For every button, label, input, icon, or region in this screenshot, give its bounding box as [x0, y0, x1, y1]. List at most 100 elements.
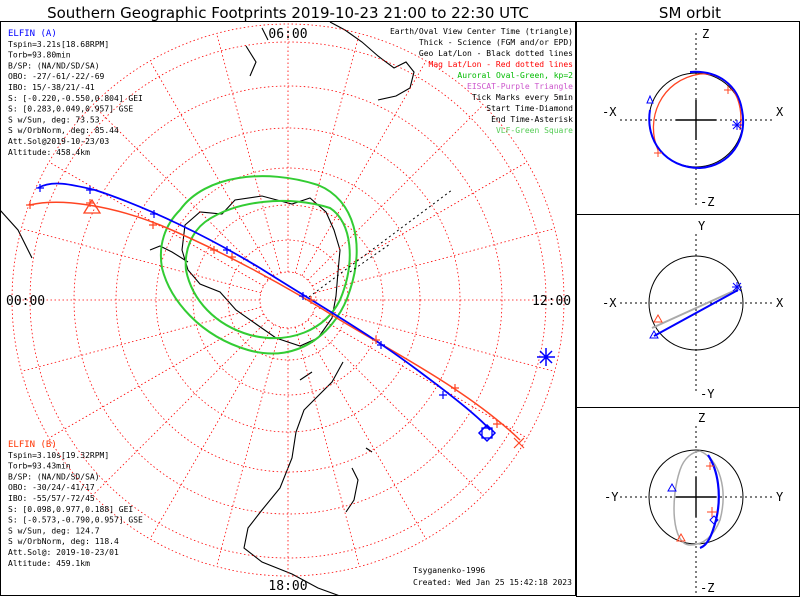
axis-label-left: -X: [602, 296, 617, 310]
mag-lon-line: [301, 60, 427, 276]
legend-item: VLF-Green Square: [496, 126, 573, 135]
mag-lon-line: [216, 33, 282, 274]
elfin-b-tick: [307, 296, 315, 304]
elfin-a-info-line: Altitude: 458.4km: [8, 148, 90, 157]
elfin-b-info-line: B/SP: (NA/ND/SD/SA): [8, 472, 100, 481]
mag-lon-line: [216, 326, 282, 567]
elfin-a-info-line: OBO: -27/-61/-22/-69: [8, 72, 105, 81]
elfin-a-orbit: [648, 70, 745, 170]
legend-item: Start Time-Diamond: [486, 104, 573, 113]
elfin-b-tick: [149, 221, 157, 229]
antarctica-outline: [181, 195, 341, 347]
legend-item: EISCAT-Purple Triangle: [467, 82, 573, 91]
africa-outline: [0, 209, 33, 259]
mag-lon-line: [149, 324, 275, 540]
lt-label-right: 12:00: [532, 294, 571, 309]
elfin-a-orbit: [653, 289, 739, 337]
elfin-b-ticks: [26, 199, 525, 449]
elfin-b-info-line: ELFIN (B): [8, 440, 57, 450]
axis-label-right: Y: [776, 490, 784, 504]
elfin-b-orbit: [652, 73, 742, 151]
elfin-b-info-line: Torb=93.43min: [8, 462, 71, 471]
elfin-a-info-line: S w/OrbNorm, deg: 85.44: [8, 126, 119, 135]
elfin-a-info-line: S: [-0.220,-0.550,0.804] GEI: [8, 94, 143, 103]
mag-lon-line: [149, 60, 275, 276]
model-credit: Tsyganenko-1996: [413, 566, 485, 575]
view-ray-2: [349, 243, 391, 273]
map-legend: Earth/Oval View Center Time (triangle) Th…: [390, 27, 573, 135]
map-frame: [0, 21, 576, 596]
axis-label-bottom: -Y: [700, 387, 715, 401]
elfin-a-tick: [377, 341, 385, 349]
elfin-a-start-square: [481, 427, 493, 439]
land-outlines: [0, 21, 415, 596]
elfin-a-info-line: Tspin=3.21s[18.68RPM]: [8, 40, 109, 49]
elfin-a-tick: [439, 391, 447, 399]
island-outline-1: [345, 467, 359, 513]
elfin-b-orbit: [673, 450, 724, 546]
mag-lon-line: [307, 319, 484, 496]
axis-label-top: Z: [702, 27, 709, 41]
mag-lon-line: [307, 104, 484, 281]
auroral-oval: [159, 175, 358, 355]
elfin-b-orbit: [651, 288, 739, 329]
elfin-a-tick: [299, 292, 307, 300]
lt-label-bottom: 18:00: [268, 579, 307, 594]
elfin-b-info-line: Tspin=3.10s[19.32RPM]: [8, 451, 109, 460]
elfin-b-tick: [210, 246, 218, 254]
created-timestamp: Created: Wed Jan 25 15:42:18 2023: [413, 578, 572, 587]
new-zealand-outline: [245, 27, 269, 77]
elfin-a-info-line: S w/Sun, deg: 73.53: [8, 115, 100, 124]
mag-lon-line: [294, 326, 360, 567]
axis-label-right: X: [776, 296, 784, 310]
lt-label-top: 06:00: [268, 27, 307, 42]
sm-panel-xz: Z -Z -X X: [602, 27, 784, 209]
mag-lon-line: [301, 324, 427, 540]
elfin-b-tick: [451, 384, 459, 392]
elfin-a-orbit: [699, 454, 720, 550]
legend-item: Auroral Oval-Green, kp=2: [457, 71, 573, 80]
mag-grid: [11, 23, 565, 577]
mag-lon-line: [294, 33, 360, 274]
elfin-b-info-line: S: [0.098,0.977,0.188] GEI: [8, 505, 133, 514]
elfin-b-tick: [372, 336, 380, 344]
elfin-b-track: [29, 201, 521, 441]
elfin-a-ticks: [36, 184, 447, 399]
axis-label-bottom: -Z: [700, 581, 714, 595]
elfin-b-info-line: OBO: -30/24/-41/17: [8, 483, 95, 492]
mag-lon-line: [312, 313, 528, 439]
earth-circle: [648, 255, 744, 351]
elfin-b-info-line: S w/OrbNorm, deg: 118.4: [8, 537, 119, 546]
mag-lon-line: [21, 228, 262, 294]
legend-item: Earth/Oval View Center Time (triangle): [390, 27, 573, 36]
legend-item: End Time-Asterisk: [491, 115, 573, 124]
lt-label-left: 00:00: [6, 294, 45, 309]
axis-label-right: X: [776, 105, 784, 119]
elfin-a-tick: [86, 186, 94, 194]
sm-panel-yz: Z -Z -Y Y: [604, 411, 784, 595]
elfin-b-view-triangle: [82, 198, 102, 214]
view-ray: [304, 189, 453, 301]
antarctic-peninsula-outline: [149, 245, 189, 263]
elfin-a-info-line: ELFIN (A): [8, 29, 57, 39]
elfin-a-tick: [223, 246, 231, 254]
axis-label-top: Y: [698, 219, 706, 233]
mag-lon-line: [21, 306, 262, 372]
legend-item: Thick - Science (FGM and/or EPD): [419, 38, 573, 47]
legend-item: Geo Lat/Lon - Black dotted lines: [419, 49, 573, 58]
elfin-a-track: [37, 182, 491, 431]
axis-label-left: -Y: [604, 490, 619, 504]
elfin-b-info-line: IBO: -55/57/-72/45: [8, 494, 95, 503]
sm-orbit-panels: Z -Z -X X Y -Y -X X: [576, 21, 800, 597]
mag-lon-line: [92, 319, 269, 496]
elfin-b-tick: [493, 420, 501, 428]
elfin-a-info-line: S: [0.283,0.049,0.957] GSE: [8, 105, 133, 114]
mag-lon-line: [314, 228, 555, 294]
mag-lon-line: [92, 104, 269, 281]
elfin-a-info-line: Torb=93.80min: [8, 51, 71, 60]
auroral-oval-outer: [159, 175, 358, 355]
polar-map: [0, 21, 565, 596]
mag-lon-line: [314, 306, 555, 372]
elfin-b-tick: [228, 253, 236, 261]
